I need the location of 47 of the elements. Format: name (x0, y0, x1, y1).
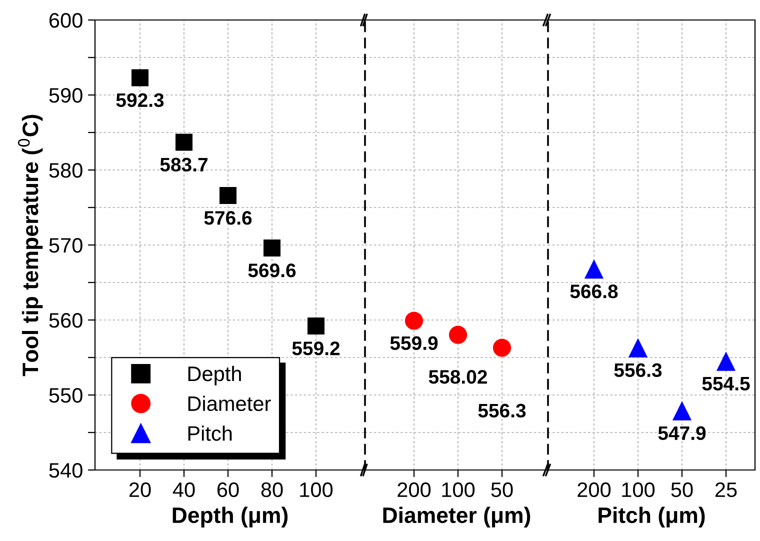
data-label: 554.5 (702, 376, 750, 391)
y-axis-title: Tool tip temperature ($^{0}$C) (18, 114, 43, 376)
data-label: 556.3 (478, 404, 526, 418)
x-tick-label: 200 (578, 482, 611, 498)
x-tick-label: 50 (491, 482, 513, 498)
data-label: 559.9 (390, 336, 438, 350)
x-axis-title: Diameter (μm) (383, 506, 530, 528)
point (716, 352, 736, 371)
x-tick-label: 200 (398, 482, 431, 498)
point (628, 338, 648, 358)
x-tick-label: 100 (622, 482, 655, 498)
data-label: 559.2 (292, 342, 340, 356)
data-label: 569.6 (248, 264, 296, 278)
data-label: 592.3 (116, 93, 164, 108)
x-tick-label: 50 (671, 482, 693, 498)
y-tick-label: 580 (49, 163, 82, 178)
y-tick-label: 560 (49, 313, 82, 328)
y-tick-label: 570 (49, 238, 82, 253)
data-label: 558.02 (428, 370, 487, 384)
y-tick-label: 550 (49, 388, 82, 403)
data-label: 583.7 (160, 158, 208, 172)
y-tick-label: 600 (49, 13, 82, 28)
x-axis-title: Depth (μm) (172, 506, 288, 528)
y-tick-label: 540 (49, 463, 82, 478)
x-tick-label: 100 (442, 482, 475, 498)
data-label: 566.8 (570, 284, 618, 298)
data-label: 576.6 (204, 211, 252, 225)
legend-label: Depth (188, 366, 241, 386)
legend-label: Pitch (188, 426, 232, 441)
point (131, 69, 149, 86)
x-tick-label: 80 (261, 482, 283, 498)
point (175, 134, 193, 151)
point (672, 401, 692, 420)
legend-label: Diameter (188, 396, 271, 412)
data-label: 547.9 (658, 426, 706, 440)
y-tick-label: 590 (49, 88, 82, 103)
x-axis-title: Pitch (μm) (598, 506, 705, 528)
x-tick-label: 100 (300, 482, 333, 498)
point (584, 259, 604, 279)
point (263, 239, 281, 257)
x-tick-label: 40 (172, 482, 195, 498)
data-label: 556.3 (614, 363, 662, 378)
point (219, 186, 237, 204)
x-tick-label: 25 (715, 482, 737, 498)
point (307, 317, 325, 335)
x-tick-label: 20 (129, 482, 151, 498)
x-tick-label: 60 (217, 482, 239, 498)
